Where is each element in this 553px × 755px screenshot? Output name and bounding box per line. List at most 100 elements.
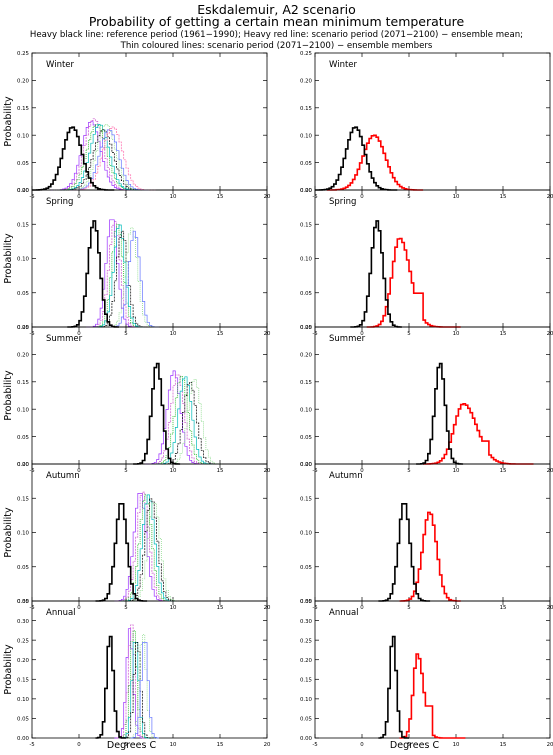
y-tick-label: 0.20	[17, 462, 30, 468]
y-tick-label: 0.00	[300, 325, 313, 331]
x-tick-label: 5	[124, 468, 127, 474]
y-tick-label: 0.00	[17, 325, 30, 331]
y-tick-label: 0.10	[300, 697, 313, 703]
y-tick-label: 0.20	[300, 188, 313, 194]
reference-series	[95, 635, 126, 739]
x-tick-label: 15	[217, 605, 224, 611]
reference-series	[32, 126, 115, 191]
y-tick-label: 0.10	[17, 407, 30, 413]
y-tick-label: 0.05	[300, 161, 312, 167]
plot-frame	[31, 52, 268, 191]
legend-line-1: Heavy black line: reference period (1961…	[29, 30, 524, 40]
plot-frame	[314, 189, 551, 328]
x-tick-label: 10	[453, 194, 460, 200]
ensemble-member-series	[95, 224, 145, 328]
ensemble-member-series	[144, 370, 204, 465]
x-tick-label: 15	[217, 194, 224, 200]
x-tick-label: 10	[453, 468, 460, 474]
y-tick-label: 0.20	[300, 79, 313, 85]
ensemble-member-series	[116, 491, 171, 602]
ensemble-member-series	[123, 498, 178, 602]
y-tick-label: 0.00	[17, 599, 30, 605]
y-tick-label: 0.10	[17, 531, 30, 537]
x-tick-label: 10	[170, 605, 177, 611]
y-tick-label: 0.00	[17, 188, 30, 194]
plot-frame	[31, 463, 268, 602]
y-tick-label: 0.20	[17, 353, 30, 359]
ensemble-member-series	[86, 219, 138, 328]
x-tick-label: 5	[407, 468, 410, 474]
y-tick-label: 0.10	[17, 697, 30, 703]
x-tick-label: 5	[124, 605, 127, 611]
ensemble-mean-series	[326, 134, 424, 191]
y-tick-label: 0.10	[300, 407, 313, 413]
ensemble-mean-series	[423, 403, 534, 465]
x-tick-label: 5	[407, 194, 410, 200]
x-tick-label: 15	[500, 194, 507, 200]
reference-series	[378, 635, 409, 739]
ensemble-member-series	[69, 126, 157, 191]
y-tick-label: 0.25	[17, 325, 29, 331]
panel-summer-members: 0.000.050.100.150.200.25-5 0 5 10 15 20Summer…	[3, 325, 271, 474]
season-label: Annual	[46, 608, 76, 618]
ensemble-mean-series	[399, 511, 461, 602]
y-tick-label: 0.05	[17, 291, 29, 297]
y-tick-label: 0.10	[17, 133, 30, 139]
x-tick-label: 0	[77, 194, 81, 200]
x-tick-label: 10	[453, 331, 460, 337]
panel-autumn-members: 0.000.050.100.150.20-5 0 5 10 15 20AutumnProb…	[3, 462, 271, 611]
x-tick-label: 15	[500, 331, 507, 337]
y-tick-label: 0.25	[17, 638, 29, 644]
x-tick-label: 10	[170, 742, 177, 748]
chart-title: Eskdalemuir, A2 scenario	[197, 2, 356, 17]
y-tick-label: 0.15	[300, 106, 312, 112]
season-label: Spring	[329, 197, 356, 207]
y-axis-label: Probability	[3, 507, 14, 558]
reference-series	[416, 362, 464, 465]
ensemble-member-series	[53, 123, 141, 191]
y-tick-label: 0.00	[300, 462, 313, 468]
ensemble-member-series	[97, 230, 148, 328]
y-tick-label: 0.20	[300, 353, 313, 359]
ensemble-member-series	[156, 376, 213, 465]
ensemble-member-series	[90, 221, 141, 328]
x-tick-label: 10	[453, 605, 460, 611]
y-tick-label: 0.15	[300, 677, 312, 683]
reference-series	[95, 503, 148, 602]
y-axis-label: Probability	[3, 233, 14, 284]
ensemble-member-series	[53, 118, 136, 191]
plot-frame	[314, 463, 551, 602]
x-tick-label: 15	[217, 331, 224, 337]
y-tick-label: 0.35	[17, 599, 29, 605]
reference-series	[67, 220, 119, 328]
y-tick-label: 0.15	[17, 677, 29, 683]
y-axis-label: Probability	[3, 96, 14, 147]
y-tick-label: 0.25	[17, 51, 29, 57]
ensemble-member-series	[116, 624, 148, 739]
y-tick-label: 0.10	[300, 257, 313, 263]
x-tick-label: 5	[407, 331, 410, 337]
x-tick-label: 20	[264, 742, 271, 748]
y-tick-label: 0.25	[300, 638, 312, 644]
x-tick-label: 15	[500, 468, 507, 474]
ensemble-member-series	[114, 493, 166, 602]
x-tick-label: 0	[360, 605, 364, 611]
y-tick-label: 0.00	[17, 736, 30, 742]
ensemble-member-series	[121, 494, 176, 602]
y-tick-label: 0.00	[300, 188, 313, 194]
ensemble-member-series	[161, 381, 218, 465]
season-label: Summer	[329, 334, 366, 344]
y-tick-label: 0.05	[17, 435, 29, 441]
ensemble-member-series	[128, 634, 159, 739]
y-tick-label: 0.35	[300, 599, 312, 605]
reference-series	[350, 220, 402, 328]
ensemble-member-series	[119, 630, 150, 739]
season-label: Winter	[46, 60, 75, 70]
chart-subtitle: Probability of getting a certain mean mi…	[88, 14, 465, 29]
y-axis-label: Probability	[3, 370, 14, 421]
y-tick-label: 0.00	[300, 736, 313, 742]
y-tick-label: 0.20	[300, 658, 313, 664]
y-tick-label: 0.20	[300, 462, 313, 468]
panel-annual-mean: 0.00 0.05 0.10 0.15 0.20 0.25 0.30 0.35 -5 0 5 10 15…	[300, 599, 553, 751]
